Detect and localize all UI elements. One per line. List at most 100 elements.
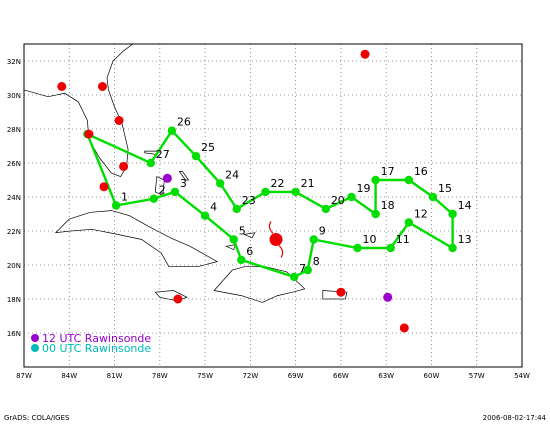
map-frame — [23, 43, 523, 368]
track-point-label: 20 — [331, 194, 345, 207]
lon-tick-label: 78W — [152, 372, 168, 380]
legend-00utc-label: 00 UTC Rawinsonde — [42, 342, 151, 355]
track-point — [347, 192, 356, 202]
track-point — [404, 218, 414, 227]
track-point-label: 19 — [356, 182, 370, 195]
track-point-label: 14 — [458, 199, 472, 212]
red-site-marker — [84, 129, 94, 139]
hurricane-icon — [269, 233, 283, 246]
lat-tick-label: 24N — [7, 194, 21, 202]
track-line-return — [86, 133, 118, 206]
track-point — [353, 243, 362, 253]
track-point — [428, 192, 438, 202]
track-point — [149, 194, 158, 203]
track-point-label: 11 — [396, 233, 410, 246]
track-point-label: 1 — [121, 191, 128, 204]
lat-tick-label: 16N — [7, 330, 21, 338]
track-point — [191, 152, 201, 161]
track-point-label: 12 — [414, 208, 428, 221]
track-point-label: 25 — [201, 141, 215, 154]
land-layer — [23, 43, 348, 303]
track-point — [371, 209, 380, 219]
track-point — [371, 175, 380, 185]
track-point — [404, 175, 414, 185]
legend-12utc-label: 12 UTC Rawinsonde — [42, 332, 151, 345]
legend-00utc-marker — [31, 344, 39, 352]
track-point-label: 9 — [319, 225, 326, 238]
track-point — [448, 243, 457, 253]
track-point-label: 8 — [313, 255, 320, 268]
red-site-marker — [399, 323, 409, 333]
red-site-marker — [336, 287, 346, 297]
track-point — [309, 235, 318, 244]
track-line — [86, 128, 454, 279]
lat-tick-label: 26N — [7, 160, 21, 168]
track-point — [200, 211, 210, 220]
lon-tick-label: 87W — [16, 372, 32, 380]
track-point — [232, 204, 241, 214]
legend-12utc-marker — [31, 334, 39, 342]
track-point — [229, 235, 238, 244]
track-point-label: 18 — [381, 199, 395, 212]
track-point — [291, 187, 300, 197]
red-site-marker — [99, 182, 109, 192]
red-site-marker — [360, 49, 370, 59]
purple-site-marker — [162, 173, 172, 183]
lon-tick-label: 60W — [424, 372, 440, 380]
track-point — [237, 255, 246, 265]
track-point-label: 5 — [239, 225, 246, 238]
legend: 12 UTC Rawinsonde 00 UTC Rawinsonde — [31, 332, 151, 355]
lat-tick-label: 22N — [7, 228, 21, 236]
track-point-label: 4 — [210, 201, 217, 214]
lon-tick-label: 84W — [61, 372, 77, 380]
lon-tick-label: 81W — [107, 372, 123, 380]
lon-tick-label: 69W — [288, 372, 304, 380]
footer-left: GrADS: COLA/IGES — [4, 414, 70, 422]
lon-tick-label: 63W — [378, 372, 394, 380]
track-point-label: 2 — [159, 184, 166, 197]
track-point — [167, 126, 177, 135]
lon-tick-label: 66W — [333, 372, 349, 380]
track-point — [170, 187, 180, 197]
rawinsonde-sites — [57, 49, 409, 333]
turks-caicos-coast — [243, 232, 256, 239]
lat-lon-grid — [24, 44, 522, 367]
track-point-label: 7 — [299, 262, 306, 275]
track-point-label: 13 — [458, 233, 472, 246]
track-point-label: 22 — [270, 177, 284, 190]
lat-tick-label: 32N — [7, 58, 21, 66]
red-site-marker — [173, 294, 183, 304]
cuba-coast — [54, 210, 219, 268]
eleuthera-coast — [178, 171, 190, 181]
track-point — [146, 158, 155, 168]
track-point-label: 26 — [177, 116, 191, 129]
purple-site-marker — [383, 292, 393, 302]
red-site-marker — [97, 82, 107, 91]
track-point-label: 24 — [225, 168, 239, 181]
lat-tick-label: 20N — [7, 262, 21, 270]
florida-coast — [23, 43, 133, 178]
track-point-label: 16 — [414, 165, 428, 178]
track-point — [261, 187, 270, 197]
lon-tick-label: 75W — [197, 372, 213, 380]
red-site-marker — [57, 82, 67, 91]
track-point-label: 17 — [381, 165, 395, 178]
hurricane-arm-bottom-icon — [278, 245, 284, 258]
hispaniola-coast — [213, 266, 306, 303]
footer-right: 2006-08-02-17:44 — [483, 414, 547, 422]
lat-tick-label: 28N — [7, 126, 21, 134]
track-point-label: 15 — [438, 182, 452, 195]
track-point — [386, 243, 395, 253]
track-point-label: 3 — [180, 177, 187, 190]
hurricane-arm-top-icon — [268, 221, 274, 234]
lat-tick-label: 30N — [7, 92, 21, 100]
lon-tick-label: 72W — [242, 372, 258, 380]
track-point — [321, 204, 331, 214]
track-point — [215, 179, 225, 188]
track-point-label: 27 — [156, 148, 170, 161]
inagua-coast — [225, 244, 236, 251]
track-point-label: 21 — [301, 177, 315, 190]
track-point — [303, 265, 312, 275]
